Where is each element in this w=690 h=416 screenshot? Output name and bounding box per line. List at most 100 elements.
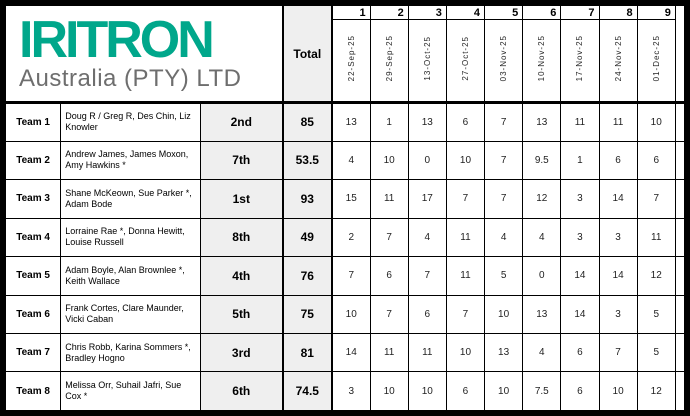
date-label: 03-Nov-25 bbox=[499, 35, 509, 82]
score-table: IRITRON Australia (PTY) LTD Total 1 2 3 … bbox=[4, 4, 686, 411]
team-members-cell: Chris Robb, Karina Sommers *, Bradley Ho… bbox=[60, 332, 201, 373]
week-number-8: 8 bbox=[598, 4, 638, 21]
rank-cell: 7th bbox=[199, 140, 284, 181]
rank-cell: 2nd bbox=[199, 102, 284, 142]
score-cell: 13 bbox=[484, 332, 524, 373]
score-cell: 6 bbox=[369, 256, 409, 296]
team-name-cell: Team 4 bbox=[4, 217, 62, 258]
score-cell: 4 bbox=[484, 217, 524, 258]
table-row-team-7: Team 7 Chris Robb, Karina Sommers *, Bra… bbox=[4, 332, 686, 373]
score-cell: 6 bbox=[598, 140, 638, 181]
spacer-cell bbox=[674, 294, 686, 335]
score-cell: 3 bbox=[331, 371, 371, 411]
score-cell: 6 bbox=[560, 371, 600, 411]
date-label: 24-Nov-25 bbox=[613, 35, 623, 82]
score-cell: 0 bbox=[407, 140, 447, 181]
date-header-1: 22-Sep-25 bbox=[331, 19, 371, 105]
score-cell: 14 bbox=[560, 256, 600, 296]
total-column-header: Total bbox=[281, 4, 333, 105]
team-name-cell: Team 1 bbox=[4, 102, 62, 142]
score-cell: 11 bbox=[598, 102, 638, 142]
score-cell: 2 bbox=[331, 217, 371, 258]
week-number-9: 9 bbox=[636, 4, 676, 21]
score-cell: 6 bbox=[560, 332, 600, 373]
score-cell: 17 bbox=[407, 179, 447, 219]
score-cell: 14 bbox=[598, 179, 638, 219]
score-cell: 13 bbox=[522, 294, 562, 335]
date-header-8: 24-Nov-25 bbox=[598, 19, 638, 105]
score-cell: 7 bbox=[484, 179, 524, 219]
spacer-cell bbox=[674, 102, 686, 142]
week-number-7: 7 bbox=[560, 4, 600, 21]
week-number-6: 6 bbox=[522, 4, 562, 21]
spacer-cell bbox=[674, 217, 686, 258]
score-cell: 6 bbox=[636, 140, 676, 181]
team-members-cell: Adam Boyle, Alan Brownlee *, Keith Walla… bbox=[60, 256, 201, 296]
score-cell: 10 bbox=[484, 371, 524, 411]
score-cell: 15 bbox=[331, 179, 371, 219]
score-cell: 3 bbox=[598, 294, 638, 335]
score-cell: 13 bbox=[331, 102, 371, 142]
score-cell: 1 bbox=[369, 102, 409, 142]
score-cell: 7 bbox=[445, 179, 486, 219]
spacer-cell bbox=[674, 371, 686, 411]
team-name-cell: Team 5 bbox=[4, 256, 62, 296]
score-cell: 1 bbox=[560, 140, 600, 181]
date-label: 27-Oct-25 bbox=[460, 35, 470, 81]
score-cell: 5 bbox=[484, 256, 524, 296]
score-cell: 7 bbox=[636, 179, 676, 219]
score-cell: 11 bbox=[407, 332, 447, 373]
date-label: 22-Sep-25 bbox=[346, 35, 356, 82]
team-name-cell: Team 2 bbox=[4, 140, 62, 181]
score-cell: 11 bbox=[636, 217, 676, 258]
table-row-team-8: Team 8 Melissa Orr, Suhail Jafri, Sue Co… bbox=[4, 371, 686, 411]
date-header-6: 10-Nov-25 bbox=[522, 19, 562, 105]
rank-cell: 1st bbox=[199, 179, 284, 219]
rank-cell: 8th bbox=[199, 217, 284, 258]
total-cell: 74.5 bbox=[281, 371, 333, 411]
score-cell: 7 bbox=[445, 294, 486, 335]
team-members-cell: Shane McKeown, Sue Parker *, Adam Bode bbox=[60, 179, 201, 219]
week-number-5: 5 bbox=[484, 4, 524, 21]
date-header-9: 01-Dec-25 bbox=[636, 19, 676, 105]
score-cell: 5 bbox=[636, 294, 676, 335]
score-cell: 12 bbox=[522, 179, 562, 219]
week-number-1: 1 bbox=[331, 4, 371, 21]
score-cell: 4 bbox=[522, 332, 562, 373]
score-cell: 10 bbox=[331, 294, 371, 335]
date-label: 17-Nov-25 bbox=[575, 35, 585, 82]
total-cell: 75 bbox=[281, 294, 333, 335]
date-label: 13-Oct-25 bbox=[422, 35, 432, 81]
team-members-cell: Frank Cortes, Clare Maunder, Vicki Caban bbox=[60, 294, 201, 335]
score-cell: 4 bbox=[522, 217, 562, 258]
score-cell: 10 bbox=[369, 140, 409, 181]
score-cell: 11 bbox=[445, 217, 486, 258]
brand-subtitle: Australia (PTY) LTD bbox=[19, 65, 242, 93]
week-number-4: 4 bbox=[445, 4, 486, 21]
total-cell: 49 bbox=[281, 217, 333, 258]
date-label: 10-Nov-25 bbox=[537, 35, 547, 82]
date-header-7: 17-Nov-25 bbox=[560, 19, 600, 105]
score-cell: 6 bbox=[407, 294, 447, 335]
week-number-2: 2 bbox=[369, 4, 409, 21]
total-cell: 76 bbox=[281, 256, 333, 296]
score-cell: 12 bbox=[636, 256, 676, 296]
score-cell: 14 bbox=[598, 256, 638, 296]
spacer-column bbox=[674, 4, 686, 105]
score-cell: 10 bbox=[598, 371, 638, 411]
week-number-3: 3 bbox=[407, 4, 447, 21]
spacer-cell bbox=[674, 256, 686, 296]
score-cell: 0 bbox=[522, 256, 562, 296]
total-cell: 93 bbox=[281, 179, 333, 219]
score-cell: 5 bbox=[636, 332, 676, 373]
rank-cell: 5th bbox=[199, 294, 284, 335]
score-cell: 7 bbox=[484, 102, 524, 142]
logo-cell: IRITRON Australia (PTY) LTD bbox=[4, 4, 284, 105]
total-cell: 85 bbox=[281, 102, 333, 142]
table-row-team-5: Team 5 Adam Boyle, Alan Brownlee *, Keit… bbox=[4, 256, 686, 296]
score-cell: 12 bbox=[636, 371, 676, 411]
score-cell: 7 bbox=[369, 217, 409, 258]
team-members-cell: Andrew James, James Moxon, Amy Hawkins * bbox=[60, 140, 201, 181]
spacer-cell bbox=[674, 179, 686, 219]
